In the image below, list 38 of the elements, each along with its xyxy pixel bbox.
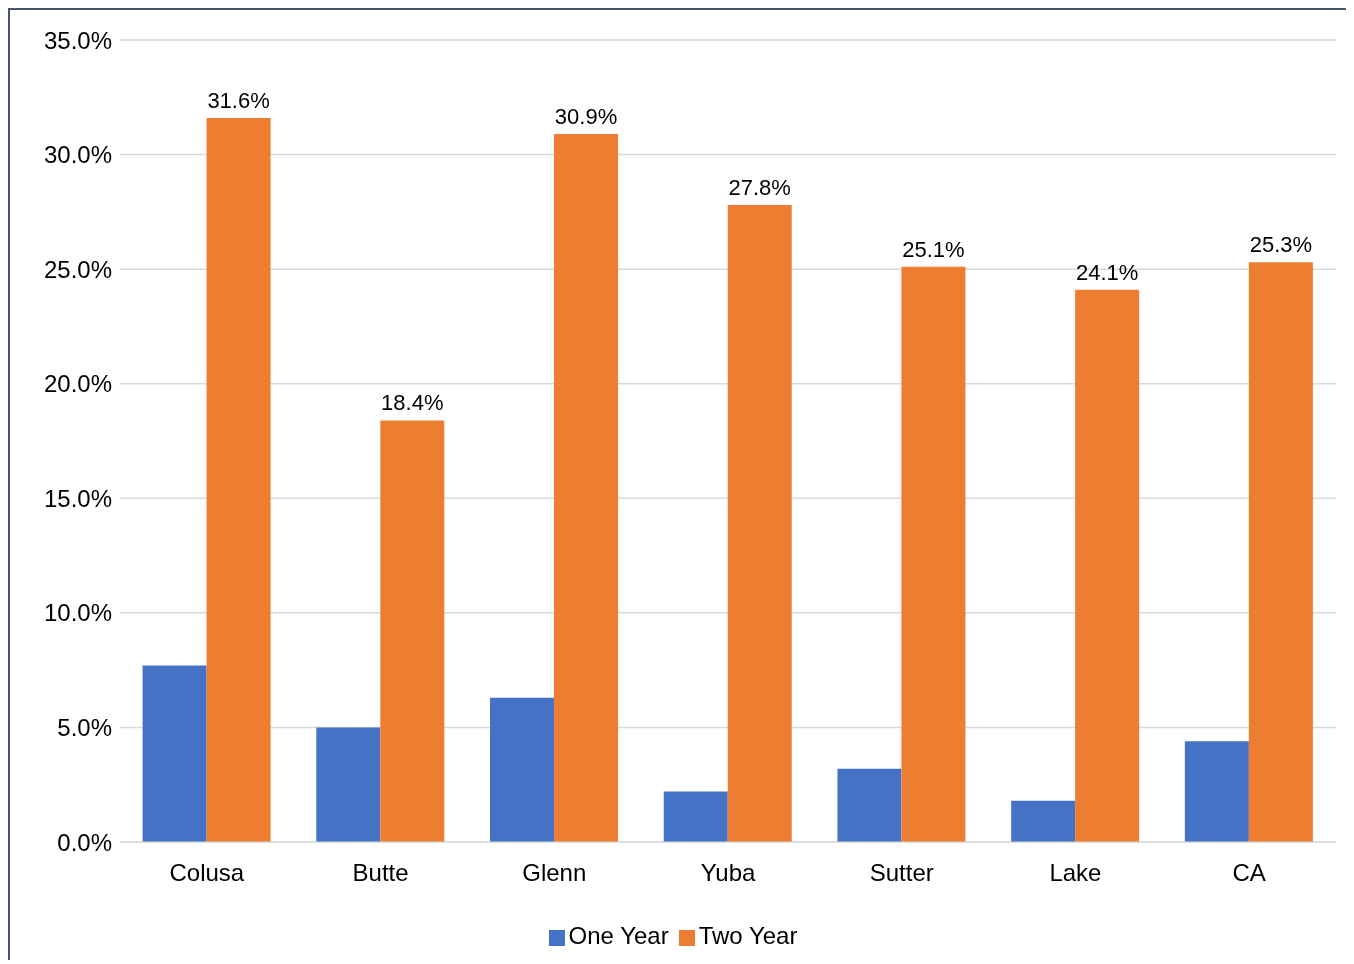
x-tick-label: Colusa xyxy=(169,859,245,887)
y-tick-label: 20.0% xyxy=(43,370,112,398)
data-label: 27.8% xyxy=(728,174,791,200)
bar xyxy=(1184,741,1249,842)
data-label: 24.1% xyxy=(1075,259,1139,285)
x-tick-label: Sutter xyxy=(869,859,934,887)
bar xyxy=(1075,289,1140,842)
data-label: 30.9% xyxy=(554,103,618,129)
y-tick-label: 10.0% xyxy=(43,599,112,627)
legend-label: Two Year xyxy=(698,922,798,949)
bar xyxy=(142,665,207,842)
bar xyxy=(727,204,792,842)
bar xyxy=(554,133,619,842)
y-tick-label: 0.0% xyxy=(57,828,112,856)
x-tick-label: CA xyxy=(1232,859,1266,887)
y-tick-label: 25.0% xyxy=(43,255,112,283)
bar xyxy=(1011,800,1076,842)
x-tick-label: Lake xyxy=(1049,859,1102,887)
y-tick-label: 30.0% xyxy=(43,141,112,169)
data-label: 18.4% xyxy=(381,390,444,416)
bar xyxy=(380,420,445,842)
y-tick-label: 15.0% xyxy=(43,484,112,512)
data-label: 25.1% xyxy=(902,236,965,262)
y-tick-label: 35.0% xyxy=(43,26,112,54)
x-tick-label: Glenn xyxy=(522,859,587,887)
legend-label: One Year xyxy=(568,922,669,949)
bar xyxy=(206,117,271,842)
bar xyxy=(901,266,966,842)
bar xyxy=(663,791,728,842)
bar xyxy=(837,768,902,842)
data-label: 31.6% xyxy=(207,87,270,113)
bar xyxy=(316,727,381,842)
bar xyxy=(490,697,555,842)
data-label: 25.3% xyxy=(1249,232,1313,258)
y-tick-label: 5.0% xyxy=(57,713,112,741)
x-tick-label: Butte xyxy=(352,859,409,887)
x-tick-label: Yuba xyxy=(700,859,757,887)
bar xyxy=(1248,262,1313,842)
